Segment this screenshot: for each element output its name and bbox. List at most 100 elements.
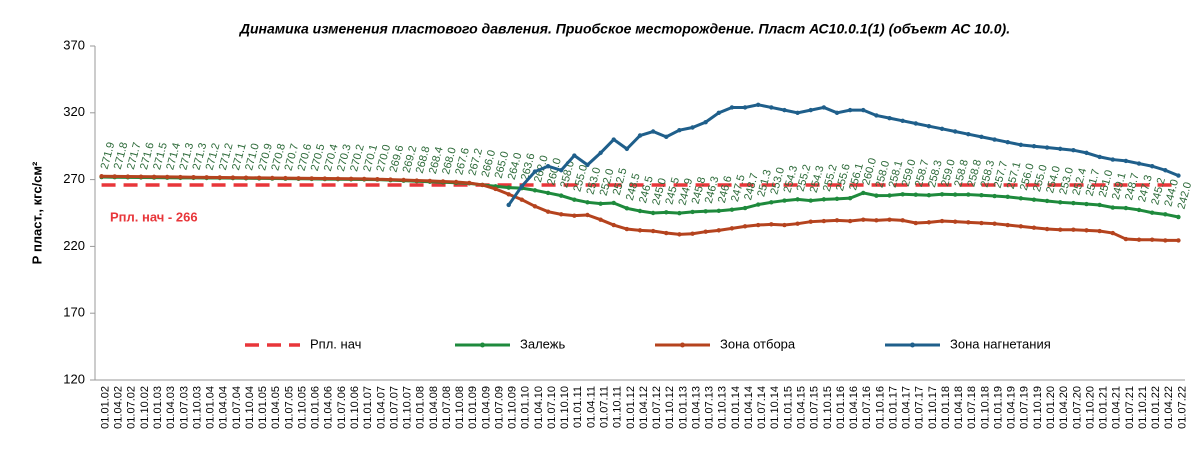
marker	[427, 178, 433, 184]
marker	[900, 218, 905, 223]
x-tick-label: 01.04.03	[165, 386, 177, 429]
x-tick-label: 01.07.04	[231, 386, 243, 429]
x-tick-label: 01.04.17	[901, 386, 913, 429]
marker	[861, 107, 866, 113]
marker	[99, 174, 104, 179]
marker	[966, 220, 971, 225]
x-tick-label: 01.07.07	[388, 386, 400, 429]
x-tick-label: 01.04.20	[1058, 386, 1070, 429]
marker	[742, 105, 748, 110]
marker	[1176, 238, 1181, 243]
marker	[729, 207, 735, 212]
marker	[559, 193, 564, 198]
x-tick-label: 01.07.02	[126, 386, 138, 429]
marker	[348, 176, 354, 181]
x-tick-label: 01.07.16	[861, 386, 873, 429]
marker	[414, 178, 419, 183]
x-tick-label: 01.01.20	[1045, 386, 1057, 429]
x-tick-label: 01.07.09	[493, 386, 505, 429]
marker	[624, 206, 630, 211]
marker	[847, 107, 853, 113]
marker	[769, 105, 774, 110]
marker	[821, 218, 827, 224]
marker	[1163, 238, 1168, 243]
marker	[532, 169, 538, 174]
marker	[913, 220, 918, 226]
marker	[1149, 210, 1155, 215]
marker	[165, 174, 170, 180]
marker	[545, 164, 551, 169]
marker	[677, 127, 682, 133]
marker	[1097, 154, 1102, 160]
marker	[401, 177, 406, 183]
marker	[637, 228, 643, 233]
marker	[572, 197, 577, 202]
x-tick-label: 01.01.18	[940, 386, 952, 429]
marker	[270, 175, 275, 181]
marker	[887, 217, 892, 222]
x-tick-label: 01.07.11	[599, 386, 611, 428]
marker	[716, 228, 721, 233]
marker	[861, 190, 866, 196]
marker	[979, 134, 984, 140]
marker	[834, 196, 840, 202]
marker	[729, 105, 735, 110]
x-tick-label: 01.10.19	[1032, 386, 1044, 429]
x-tick-label: 01.10.06	[349, 386, 361, 429]
marker	[283, 175, 288, 181]
marker	[966, 131, 971, 137]
x-tick-label: 01.01.21	[1098, 386, 1110, 429]
x-tick-label: 01.10.11	[612, 386, 624, 428]
marker	[467, 180, 472, 186]
marker	[992, 193, 997, 199]
marker	[795, 197, 800, 202]
x-tick-label: 01.01.09	[467, 386, 479, 429]
x-tick-label: 01.01.12	[625, 386, 637, 429]
x-tick-label: 01.04.05	[270, 386, 282, 429]
x-tick-label: 01.01.05	[257, 386, 269, 429]
marker	[1123, 158, 1129, 164]
marker	[519, 184, 525, 189]
marker	[637, 133, 643, 138]
x-tick-label: 01.04.13	[690, 386, 702, 429]
marker	[650, 129, 656, 134]
marker	[808, 219, 813, 224]
x-tick-label: 01.10.10	[559, 386, 571, 429]
legend-label: Зона отбора	[720, 336, 796, 351]
marker	[1058, 227, 1063, 232]
x-tick-label: 01.10.15	[822, 386, 834, 429]
marker	[572, 153, 577, 158]
marker	[664, 230, 669, 236]
marker	[611, 137, 616, 142]
marker	[755, 202, 761, 207]
marker	[742, 224, 748, 229]
marker	[1044, 226, 1050, 232]
marker	[204, 175, 209, 180]
marker	[1005, 194, 1010, 200]
marker	[1005, 222, 1010, 228]
marker	[309, 176, 314, 181]
marker	[388, 177, 393, 182]
legend-label: Залежь	[520, 336, 565, 351]
marker	[1071, 200, 1076, 206]
marker	[650, 210, 656, 216]
marker	[847, 218, 853, 224]
marker	[874, 193, 879, 198]
marker	[1149, 164, 1155, 169]
marker	[493, 186, 498, 192]
marker	[362, 176, 367, 182]
marker	[703, 119, 708, 125]
marker	[1084, 228, 1089, 233]
x-tick-label: 01.10.02	[139, 386, 151, 429]
marker	[1163, 168, 1168, 173]
marker	[677, 232, 682, 237]
x-tick-label: 01.01.04	[205, 386, 217, 429]
marker	[1084, 201, 1089, 207]
x-tick-label: 01.07.05	[283, 386, 295, 429]
marker	[808, 198, 813, 203]
legend-marker	[910, 342, 915, 348]
marker	[742, 205, 748, 211]
marker	[178, 174, 183, 180]
y-axis-label: Р пласт., кгс/см²	[29, 161, 44, 264]
marker	[926, 220, 932, 225]
